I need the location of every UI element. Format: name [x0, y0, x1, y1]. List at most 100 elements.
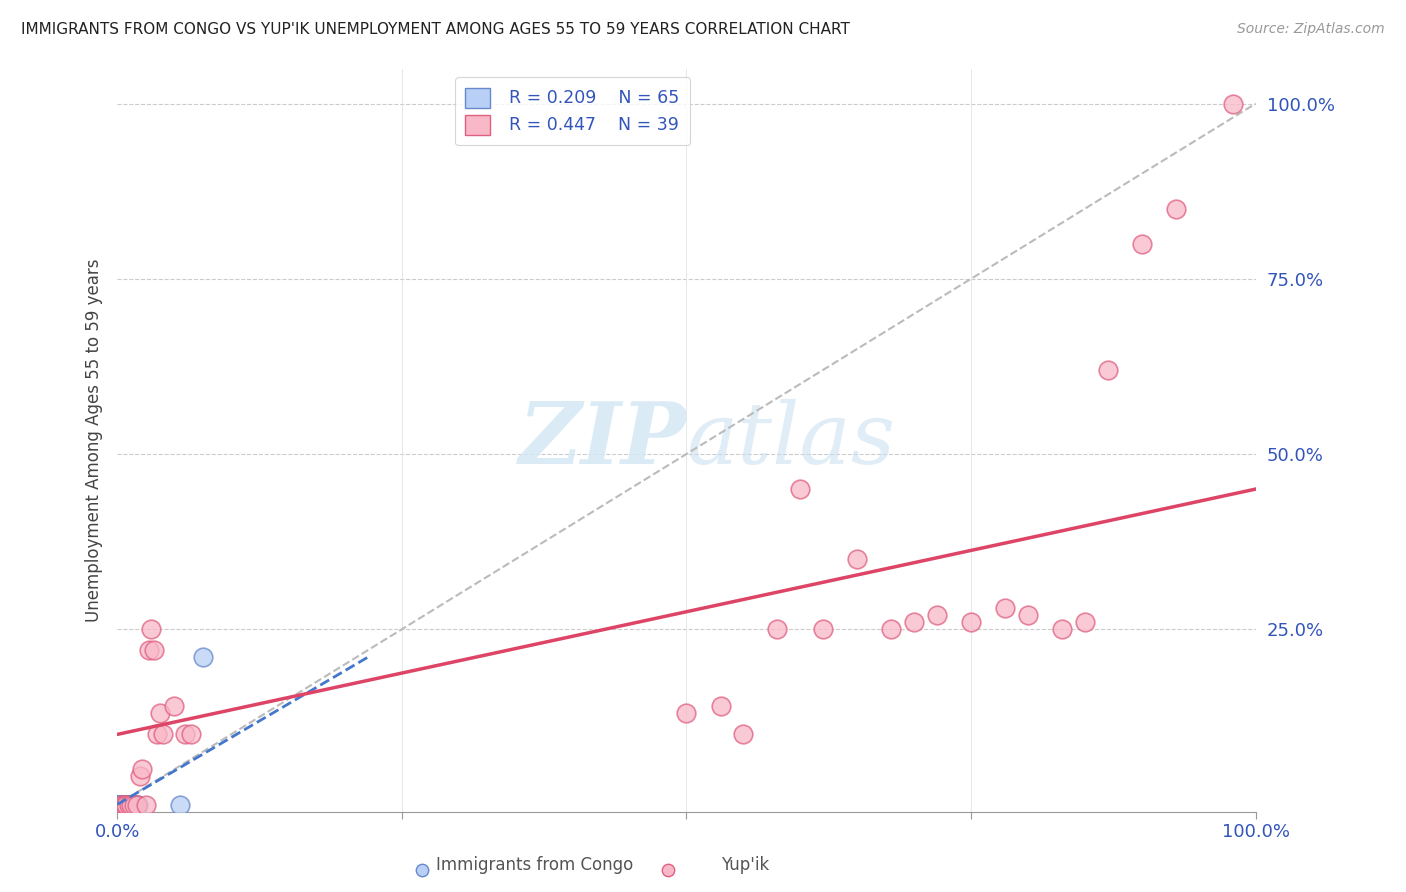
- Point: [138, 643, 160, 657]
- Point: [111, 797, 134, 812]
- Point: [131, 763, 153, 777]
- Point: [111, 797, 134, 812]
- Point: [117, 797, 139, 812]
- Point: [880, 622, 903, 636]
- Point: [114, 797, 136, 812]
- Point: [112, 797, 135, 812]
- Point: [112, 797, 135, 812]
- Point: [960, 615, 983, 630]
- Point: [108, 797, 131, 812]
- Point: [111, 797, 134, 812]
- Point: [108, 797, 131, 812]
- Point: [903, 615, 925, 630]
- Point: [108, 797, 131, 812]
- Point: [118, 797, 141, 812]
- Text: Source: ZipAtlas.com: Source: ZipAtlas.com: [1237, 22, 1385, 37]
- Point: [411, 863, 433, 877]
- Point: [117, 797, 139, 812]
- Text: Immigrants from Congo: Immigrants from Congo: [436, 856, 633, 874]
- Text: ZIP: ZIP: [519, 398, 686, 482]
- Point: [110, 797, 132, 812]
- Point: [124, 797, 146, 812]
- Point: [108, 797, 131, 812]
- Point: [110, 797, 132, 812]
- Text: atlas: atlas: [686, 399, 896, 482]
- Point: [111, 797, 134, 812]
- Text: Yup'ik: Yup'ik: [721, 856, 769, 874]
- Point: [107, 797, 129, 812]
- Point: [111, 797, 134, 812]
- Point: [110, 797, 132, 812]
- Point: [111, 797, 134, 812]
- Point: [112, 797, 135, 812]
- Point: [149, 706, 172, 721]
- Point: [129, 769, 152, 783]
- Point: [110, 797, 132, 812]
- Point: [108, 797, 131, 812]
- Point: [180, 727, 202, 741]
- Point: [114, 797, 136, 812]
- Point: [1017, 608, 1039, 623]
- Point: [191, 650, 214, 665]
- Point: [120, 797, 142, 812]
- Point: [1097, 363, 1119, 377]
- Point: [111, 797, 134, 812]
- Point: [127, 797, 149, 812]
- Point: [111, 797, 134, 812]
- Point: [117, 797, 139, 812]
- Point: [115, 797, 138, 812]
- Point: [111, 797, 134, 812]
- Point: [142, 643, 165, 657]
- Point: [994, 601, 1017, 615]
- Point: [122, 797, 145, 812]
- Point: [1164, 202, 1187, 216]
- Point: [169, 797, 191, 812]
- Point: [122, 797, 145, 812]
- Point: [114, 797, 136, 812]
- Point: [111, 797, 134, 812]
- Point: [110, 797, 132, 812]
- Point: [125, 797, 148, 812]
- Point: [112, 797, 135, 812]
- Point: [117, 797, 139, 812]
- Point: [117, 797, 139, 812]
- Point: [107, 797, 129, 812]
- Point: [120, 797, 142, 812]
- Point: [115, 797, 138, 812]
- Point: [120, 797, 142, 812]
- Point: [110, 797, 132, 812]
- Point: [1074, 615, 1097, 630]
- Point: [152, 727, 174, 741]
- Point: [925, 608, 948, 623]
- Point: [121, 797, 143, 812]
- Legend:   R = 0.209    N = 65,   R = 0.447    N = 39: R = 0.209 N = 65, R = 0.447 N = 39: [456, 78, 690, 145]
- Point: [115, 797, 138, 812]
- Point: [114, 797, 136, 812]
- Point: [112, 797, 135, 812]
- Point: [766, 622, 789, 636]
- Point: [111, 797, 134, 812]
- Point: [789, 482, 811, 496]
- Point: [846, 552, 869, 566]
- Point: [657, 863, 679, 877]
- Point: [675, 706, 697, 721]
- Point: [110, 797, 132, 812]
- Point: [709, 699, 731, 714]
- Point: [111, 797, 134, 812]
- Point: [163, 699, 186, 714]
- Point: [110, 797, 132, 812]
- Point: [110, 797, 132, 812]
- Point: [146, 727, 169, 741]
- Point: [1050, 622, 1073, 636]
- Point: [115, 797, 138, 812]
- Point: [107, 797, 129, 812]
- Point: [112, 797, 135, 812]
- Point: [1222, 96, 1244, 111]
- Point: [108, 797, 131, 812]
- Point: [114, 797, 136, 812]
- Point: [141, 622, 163, 636]
- Y-axis label: Unemployment Among Ages 55 to 59 years: Unemployment Among Ages 55 to 59 years: [86, 259, 103, 622]
- Point: [110, 797, 132, 812]
- Point: [111, 797, 134, 812]
- Point: [1130, 236, 1153, 251]
